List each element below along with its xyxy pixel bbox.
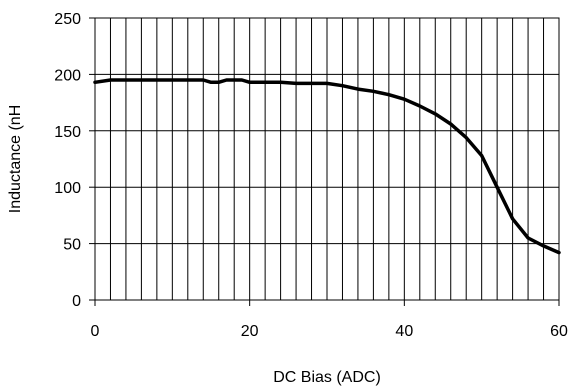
x-axis-ticks: 0 20 40 60 xyxy=(91,300,568,340)
y-axis-ticks: 0 50 100 150 200 250 xyxy=(54,11,95,310)
x-tick-label: 60 xyxy=(550,323,568,340)
y-axis-title: Inductance (nH xyxy=(7,105,24,214)
series-layer xyxy=(93,78,561,255)
gridlines xyxy=(95,18,559,300)
plot-frame xyxy=(94,17,560,301)
y-tick-label: 150 xyxy=(54,124,81,141)
x-axis-title: DC Bias (ADC) xyxy=(273,369,381,386)
y-tick-label: 0 xyxy=(72,293,81,310)
inductance-series-line xyxy=(93,78,561,255)
x-tick-label: 0 xyxy=(91,323,100,340)
y-tick-label: 100 xyxy=(54,180,81,197)
x-tick-label: 40 xyxy=(395,323,413,340)
y-tick-label: 250 xyxy=(54,11,81,28)
y-tick-label: 200 xyxy=(54,67,81,84)
x-tick-label: 20 xyxy=(241,323,259,340)
y-tick-label: 50 xyxy=(63,237,81,254)
